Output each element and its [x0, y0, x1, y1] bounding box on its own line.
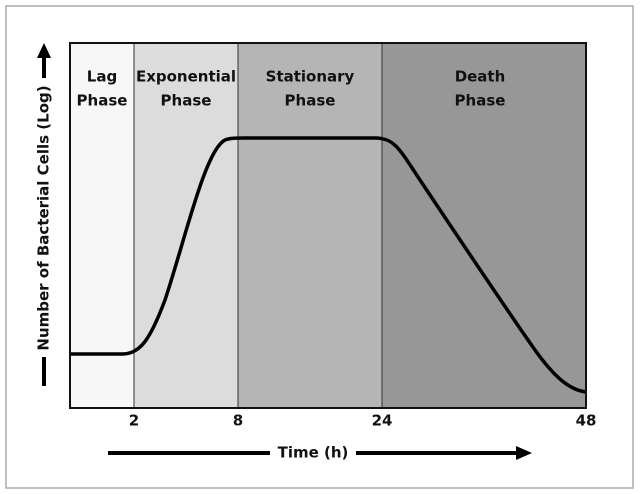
y-arrowhead [37, 43, 51, 58]
phase-label: Exponential [136, 68, 236, 86]
phase-label: Phase [455, 92, 506, 110]
death-region [382, 43, 586, 408]
stationary-region [238, 43, 382, 408]
phase-labels: Lag Phase Exponential Phase Stationary Phase D… [77, 68, 506, 110]
phase-label: Lag [87, 68, 117, 86]
plot-border [69, 42, 587, 409]
y-axis-title: Number of Bacterial Cells (Log) [35, 85, 53, 350]
x-axis-title: Time (h) [278, 444, 349, 462]
phase-label: Phase [161, 92, 212, 110]
x-tick-label: 24 [372, 412, 393, 430]
x-ticks: 2 8 24 48 [129, 412, 597, 430]
lag-region [70, 43, 134, 408]
phase-backgrounds [70, 43, 586, 408]
x-tick-label: 8 [233, 412, 243, 430]
phase-label: Phase [77, 92, 128, 110]
x-arrowhead [516, 446, 532, 460]
growth-curve [70, 136, 587, 394]
phase-label: Stationary [266, 68, 355, 86]
x-tick-label: 48 [576, 412, 597, 430]
phase-label: Death [455, 68, 506, 86]
phase-label: Phase [285, 92, 336, 110]
x-tick-label: 2 [129, 412, 139, 430]
